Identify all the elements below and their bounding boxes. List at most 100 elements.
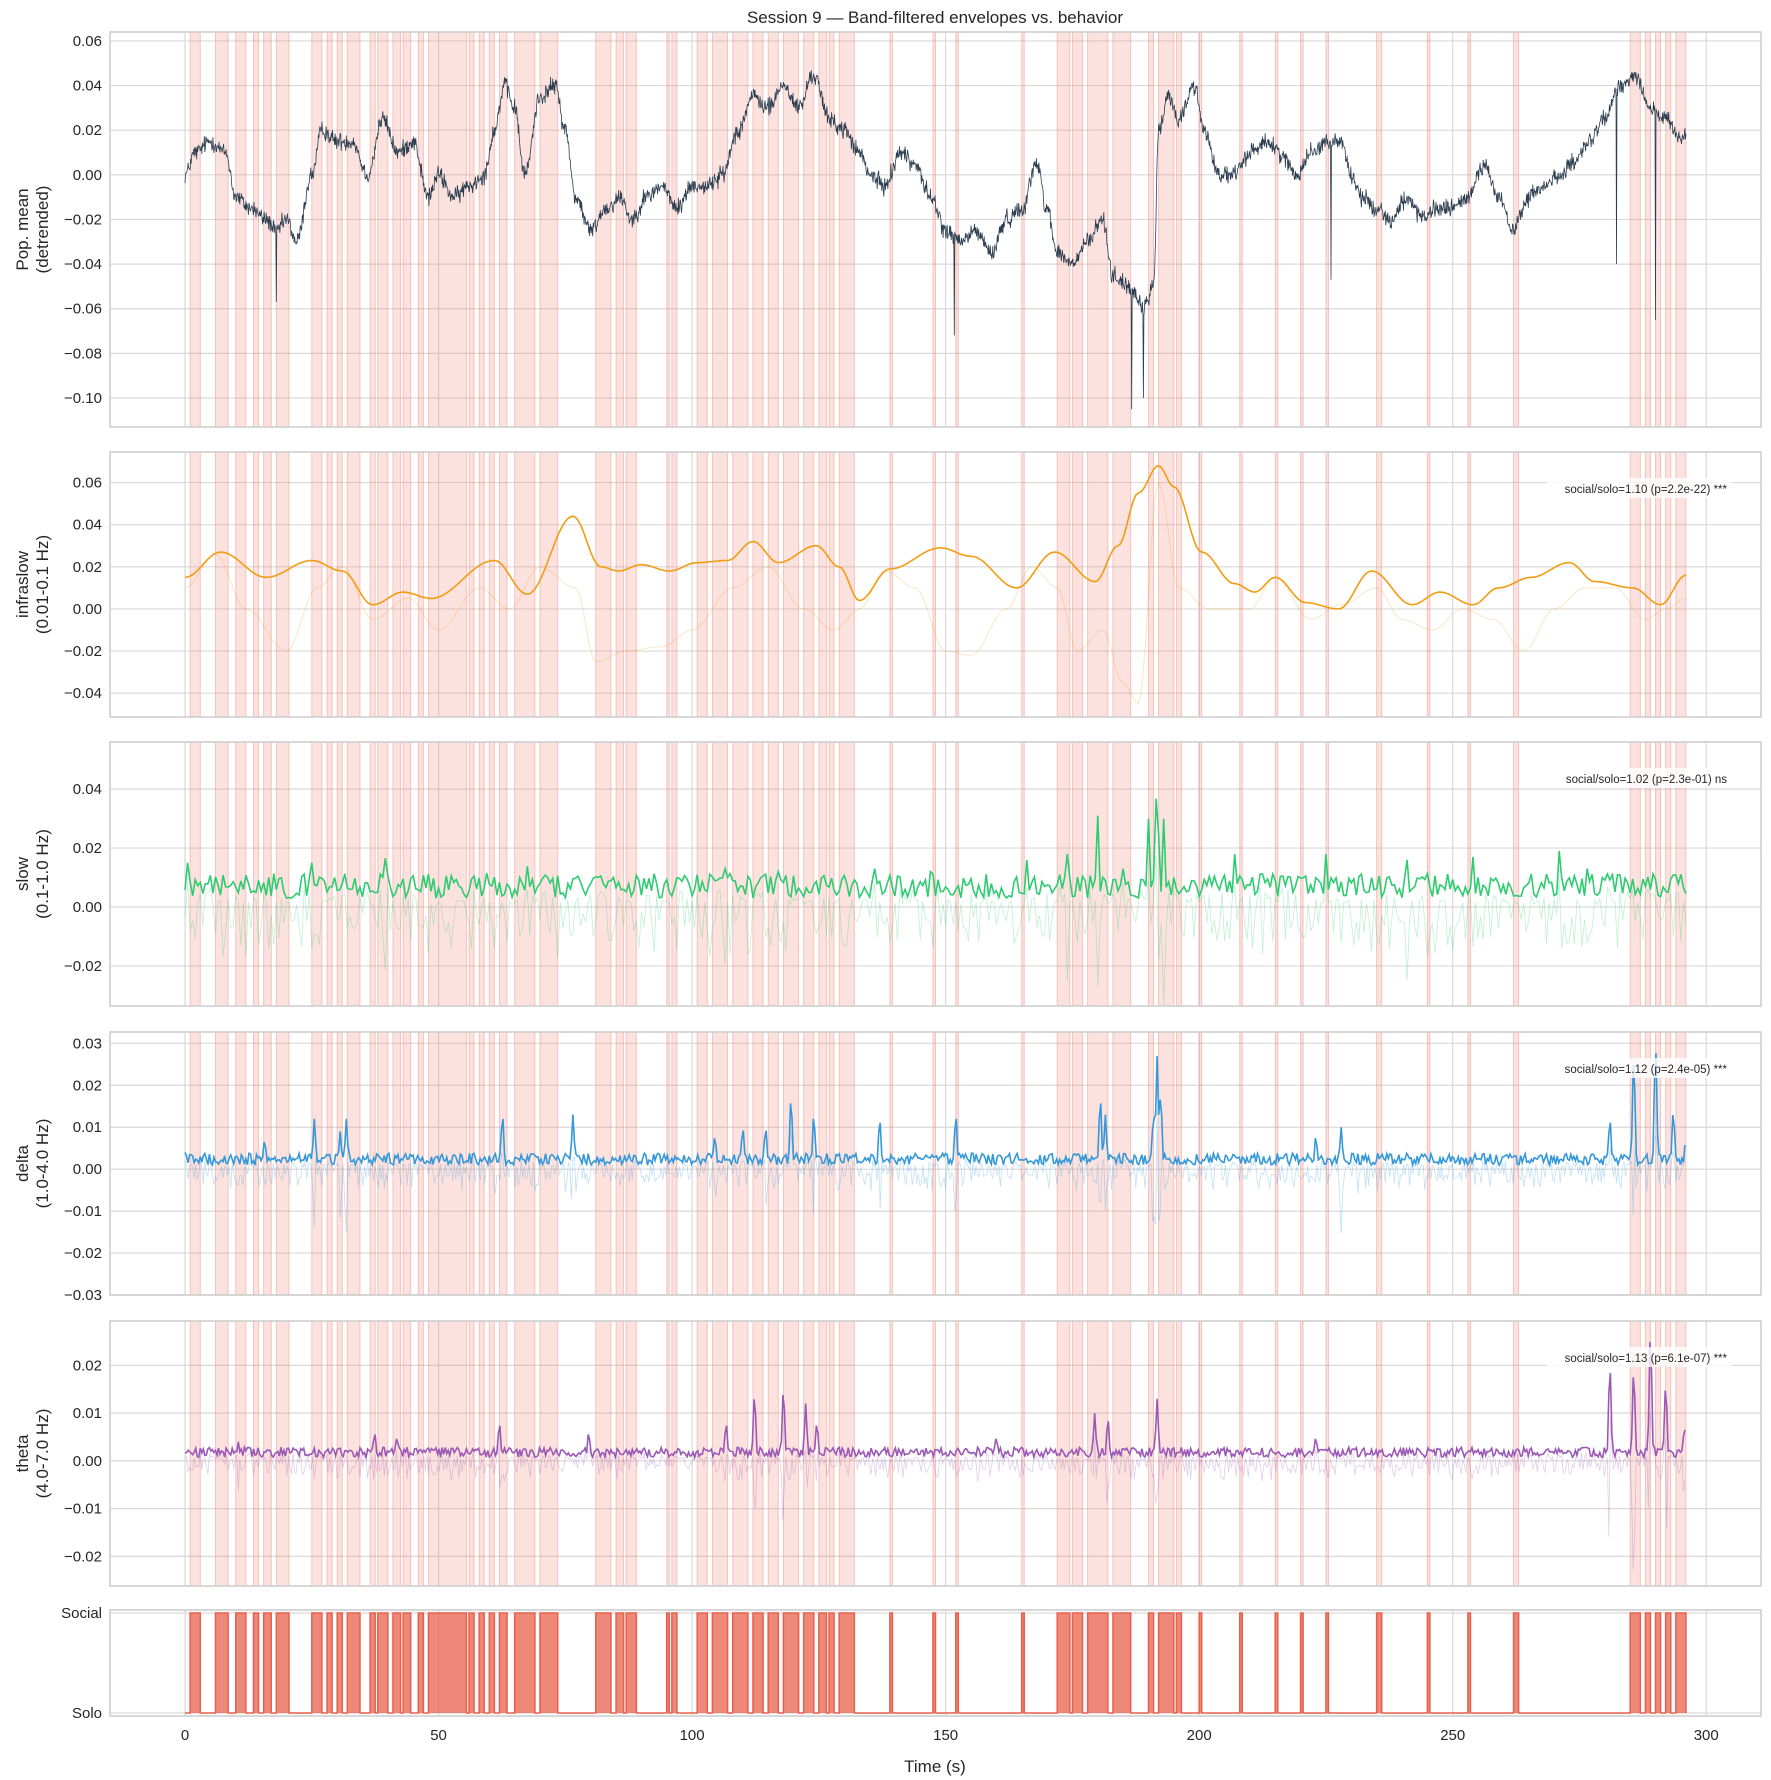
theta-filtered-line (184, 1412, 1686, 1570)
social-span (1426, 452, 1431, 717)
social-span (803, 32, 815, 427)
social-span (595, 32, 612, 427)
social-span (336, 1032, 343, 1295)
y-tick-label: 0.00 (73, 899, 102, 916)
social-span (1021, 32, 1025, 427)
panel-6: Social Solo 0 50 100 150 200 250 300 (61, 1605, 1762, 1744)
social-span (1325, 1321, 1329, 1586)
social-span (1376, 32, 1383, 427)
social-span (214, 742, 229, 1006)
social-span (782, 1321, 800, 1586)
social-span (1175, 742, 1182, 1006)
social-span (1655, 452, 1662, 717)
social-span (514, 1032, 536, 1295)
social-span (615, 32, 625, 427)
social-span (1087, 1321, 1109, 1586)
social-span (336, 742, 343, 1006)
social-span (468, 32, 475, 427)
social-span (311, 742, 323, 1006)
social-span (1274, 32, 1279, 427)
social-span (1426, 32, 1431, 427)
social-span (625, 452, 637, 717)
panels: 0.06 0.04 0.02 0.00 −0.02 −0.04 −0.06 −0.08 −0.1… (13, 31, 1762, 1744)
social-span (189, 742, 201, 1006)
panel-3: 0.04 0.02 0.00 −0.02 social/solo=1.02 (p=2.3… (13, 741, 1762, 1007)
y-axis-label-line: (0.1-1.0 Hz) (33, 829, 52, 919)
social-span (252, 452, 260, 717)
social-span (1665, 1032, 1672, 1295)
social-span (1644, 32, 1651, 427)
panel-1: 0.06 0.04 0.02 0.00 −0.02 −0.04 −0.06 −0.08 −0.1… (13, 31, 1762, 428)
social-span (767, 32, 779, 427)
y-tick-label: −0.10 (64, 390, 102, 407)
social-span (1629, 32, 1641, 427)
social-span (488, 452, 495, 717)
y-axis-label-line: (1.0-4.0 Hz) (33, 1119, 52, 1209)
social-span (275, 1032, 290, 1295)
y-tick-label: 0.02 (73, 1077, 102, 1094)
social-span (666, 452, 670, 717)
social-span (1300, 1032, 1304, 1295)
y-tick-label: 0.04 (73, 78, 102, 95)
theta-envelope-line (184, 1342, 1686, 1461)
social-span (1300, 452, 1304, 717)
social-span (252, 32, 260, 427)
x-tick-label: 0 (181, 1727, 189, 1744)
axes-frame (109, 741, 1762, 1007)
y-tick-label: 0.06 (73, 475, 102, 492)
y-tick-label: 0.01 (73, 1119, 102, 1136)
y-axis-label-line: delta (13, 1145, 32, 1182)
social-span (1021, 1032, 1025, 1295)
y-tick-label: 0.01 (73, 1405, 102, 1422)
social-span (189, 452, 201, 717)
social-span (1655, 742, 1662, 1006)
stats-annotation: social/solo=1.02 (p=2.3e-01) ns (1566, 774, 1727, 786)
social-span (1655, 1032, 1662, 1295)
annotation-box (1547, 768, 1732, 788)
social-span (595, 452, 612, 717)
social-span (625, 1032, 637, 1295)
social-span (478, 1032, 485, 1295)
social-span (955, 1032, 959, 1295)
social-span (392, 32, 402, 427)
social-span (932, 1032, 936, 1295)
y-tick-label: −0.02 (64, 1548, 102, 1565)
social-span (189, 32, 201, 427)
social-span (1198, 742, 1203, 1006)
social-span (1655, 32, 1662, 427)
social-span (955, 452, 959, 717)
social-span (595, 742, 612, 1006)
y-tick-label: 0.00 (73, 1161, 102, 1178)
social-span (488, 1032, 495, 1295)
social-span (1376, 742, 1383, 1006)
social-span (539, 32, 559, 427)
social-span (263, 452, 272, 717)
social-span (671, 452, 678, 717)
social-span (514, 742, 536, 1006)
y-tick-label: Solo (72, 1705, 102, 1722)
social-span (1087, 742, 1109, 1006)
social-span (803, 452, 815, 717)
social-span (1325, 32, 1329, 427)
plot-area (184, 1321, 1687, 1586)
social-span (1021, 742, 1025, 1006)
social-span (782, 742, 800, 1006)
social-span (767, 1032, 779, 1295)
social-span (1071, 452, 1084, 717)
social-span (478, 32, 485, 427)
x-tick-label: 100 (680, 1727, 705, 1744)
social-span (498, 452, 508, 717)
social-span (1300, 32, 1304, 427)
y-tick-label: 0.00 (73, 1453, 102, 1470)
social-span (514, 32, 536, 427)
social-span (346, 452, 361, 717)
y-tick-label: −0.01 (64, 1203, 102, 1220)
social-span (263, 742, 272, 1006)
social-span (828, 1321, 835, 1586)
social-span (666, 32, 670, 427)
social-span (932, 452, 936, 717)
plot-area (184, 452, 1687, 717)
y-tick-label: −0.01 (64, 1501, 102, 1518)
social-span (955, 32, 959, 427)
x-tick-label: 250 (1440, 1727, 1465, 1744)
